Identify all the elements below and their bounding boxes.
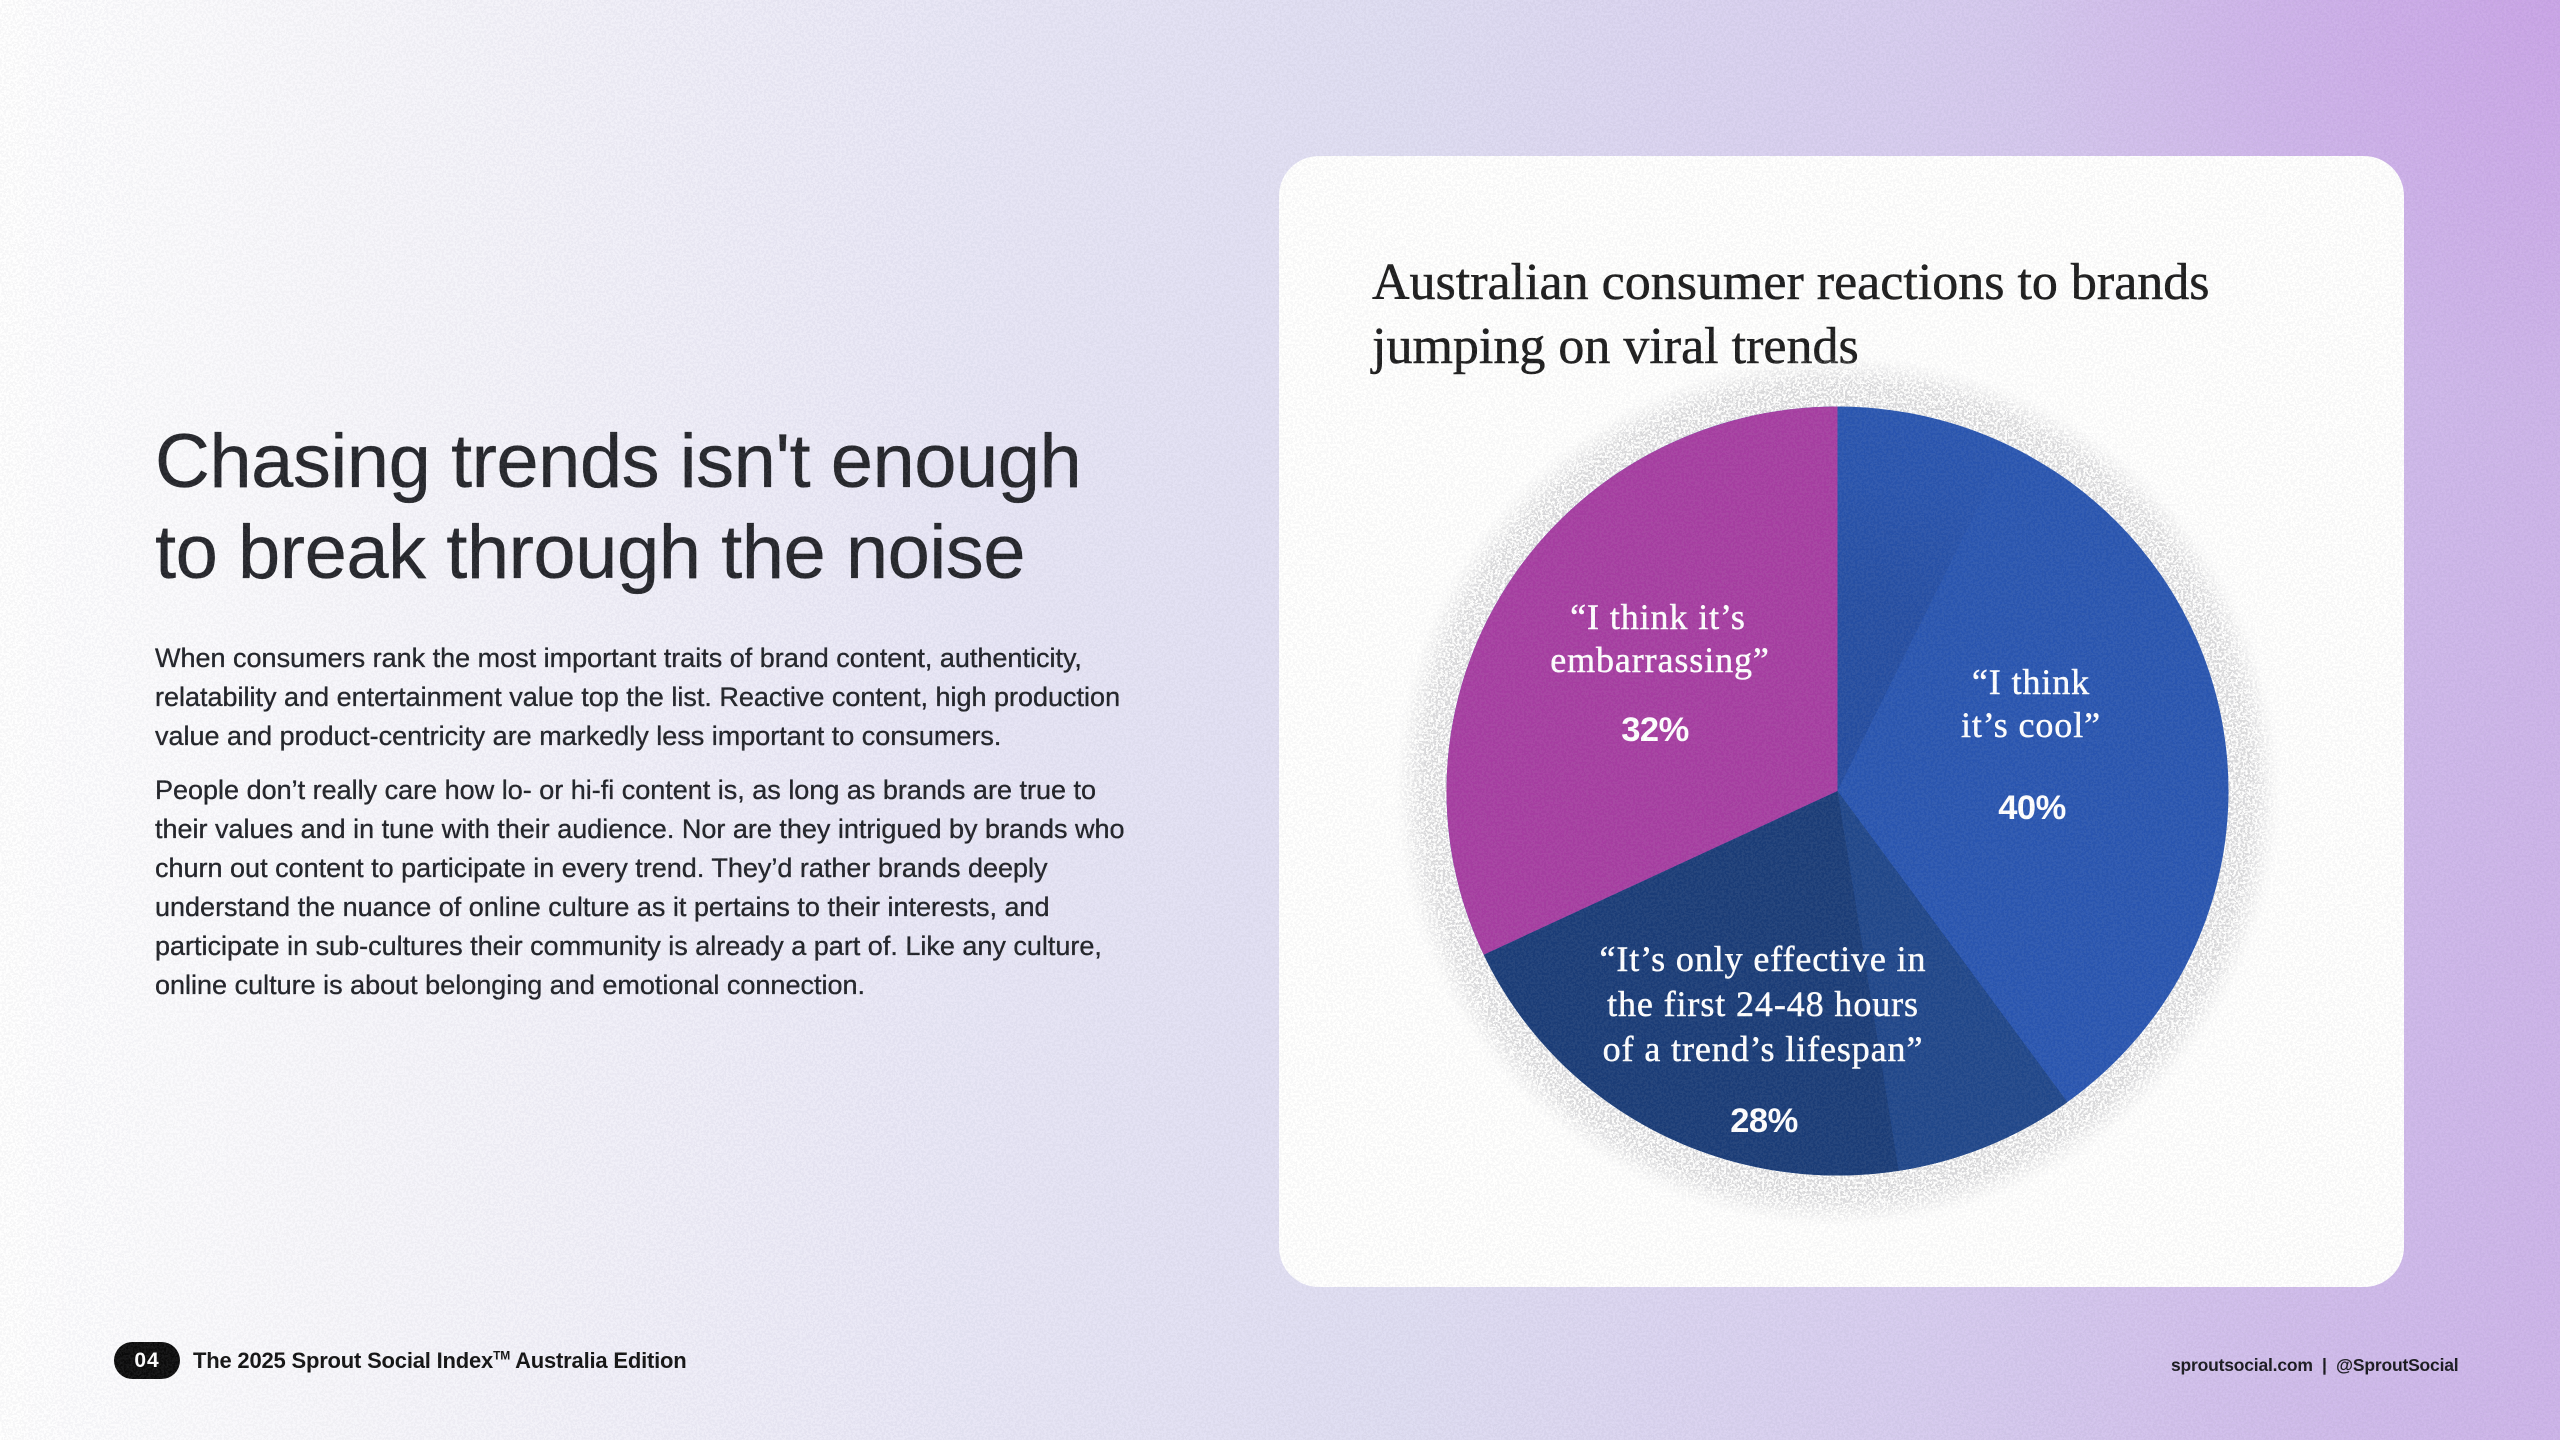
svg-text:“I think: “I think	[1972, 662, 2090, 702]
svg-text:“I think it’s: “I think it’s	[1570, 597, 1746, 637]
svg-text:the first 24-48 hours: the first 24-48 hours	[1607, 984, 1919, 1024]
svg-text:of a trend’s lifespan”: of a trend’s lifespan”	[1603, 1029, 1924, 1069]
svg-text:28%: 28%	[1730, 1102, 1798, 1140]
svg-text:40%: 40%	[1998, 789, 2066, 827]
svg-text:embarrassing”: embarrassing”	[1550, 640, 1770, 680]
svg-text:it’s cool”: it’s cool”	[1961, 705, 2101, 745]
svg-text:32%: 32%	[1621, 711, 1689, 749]
svg-text:“It’s only effective in: “It’s only effective in	[1600, 939, 1927, 979]
